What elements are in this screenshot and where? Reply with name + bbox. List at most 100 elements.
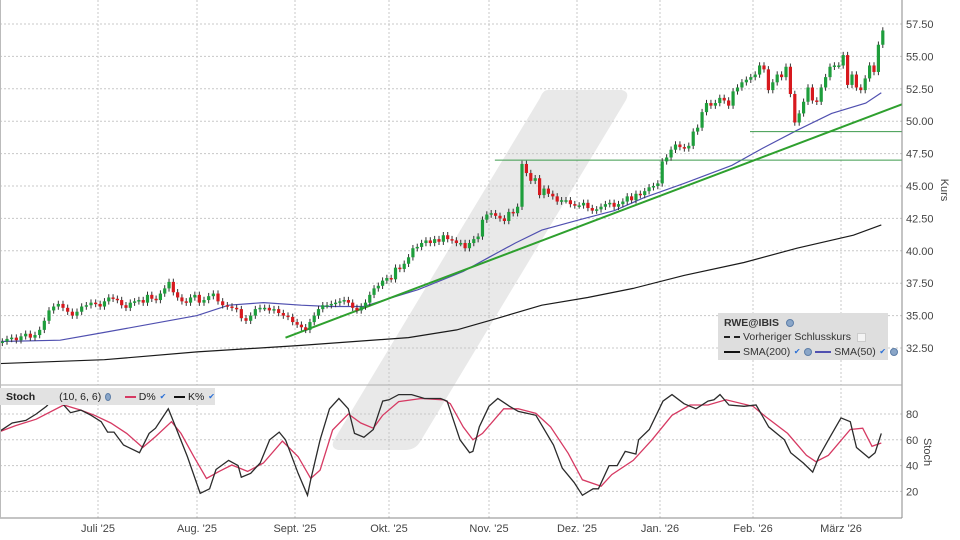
candle: [216, 290, 220, 305]
candle: [643, 187, 647, 199]
candle: [325, 301, 329, 309]
candle: [235, 304, 239, 313]
candle: [286, 312, 290, 321]
candle-body: [463, 243, 467, 249]
candle: [389, 274, 393, 283]
candle-body: [415, 246, 419, 249]
candle: [480, 216, 485, 240]
candle-body: [780, 74, 784, 78]
candle: [516, 203, 520, 217]
candle: [673, 141, 678, 153]
candle: [538, 174, 542, 199]
candle-body: [581, 202, 586, 206]
candle-body: [788, 66, 792, 94]
candle-body: [267, 307, 271, 311]
candle: [529, 169, 533, 185]
candle: [424, 237, 428, 247]
candle-body: [630, 196, 634, 201]
x-tick-label: Okt. '25: [370, 523, 408, 535]
candle-body: [216, 293, 220, 302]
candle-body: [225, 305, 229, 307]
candle-body: [145, 294, 150, 303]
k-checkbox-icon[interactable]: ✔: [208, 391, 215, 401]
candle: [299, 321, 304, 331]
sma50-checkbox-icon[interactable]: ✔: [879, 347, 887, 356]
candle: [837, 62, 841, 69]
candle-body: [709, 103, 713, 106]
stoch-k-line: [0, 393, 882, 498]
d-checkbox-icon[interactable]: ✔: [159, 391, 167, 401]
candle: [24, 330, 28, 340]
candle: [634, 190, 638, 204]
candle-body: [163, 288, 167, 294]
candle: [441, 232, 445, 245]
candle-body: [542, 188, 546, 196]
candle-body: [124, 305, 128, 308]
candle: [184, 298, 188, 306]
candle-body: [258, 307, 262, 310]
candle: [669, 146, 673, 161]
candle: [428, 237, 432, 247]
prev-close-checkbox[interactable]: [856, 332, 866, 342]
x-tick-label: März '26: [820, 523, 862, 535]
candle: [450, 235, 454, 244]
candle-body: [687, 145, 691, 149]
candle: [230, 303, 234, 312]
candle-body: [753, 74, 757, 78]
candle-body: [52, 306, 56, 311]
candle-body: [355, 307, 359, 311]
candle: [872, 62, 876, 76]
candle: [84, 301, 88, 310]
candle-body: [472, 239, 476, 244]
sma200-line: [0, 224, 882, 365]
candle-body: [221, 301, 225, 306]
candle: [221, 298, 225, 309]
candle: [824, 73, 828, 91]
candle: [709, 99, 713, 109]
candle: [771, 79, 775, 94]
candle: [568, 197, 572, 208]
candle: [507, 208, 511, 225]
candle-body: [380, 280, 385, 286]
price-tick-label: 35.00: [906, 311, 934, 323]
x-tick-label: Jan. '26: [641, 523, 679, 535]
candle: [47, 307, 51, 325]
candle: [832, 62, 836, 71]
candle: [735, 84, 740, 95]
instrument-settings-icon[interactable]: [785, 319, 794, 327]
candle: [42, 317, 46, 334]
candle-body: [433, 239, 437, 244]
candle: [316, 305, 321, 319]
candle: [433, 235, 437, 247]
candle: [176, 289, 180, 301]
candle-body: [603, 204, 607, 207]
candle-body: [33, 335, 37, 338]
sma50-swatch: [815, 351, 832, 353]
candle-body: [263, 307, 267, 310]
sma50-settings-icon[interactable]: [889, 348, 898, 356]
candle-body: [727, 100, 731, 106]
candle-body: [691, 131, 695, 146]
candle: [239, 305, 243, 322]
stoch-d-line: [0, 397, 882, 487]
candle: [128, 299, 132, 312]
sma200-settings-icon[interactable]: [804, 348, 813, 356]
candle-body: [568, 200, 572, 205]
legend-title: RWE@IBIS: [724, 317, 779, 329]
sma200-checkbox-icon[interactable]: ✔: [793, 347, 801, 356]
candle-body: [188, 297, 193, 303]
candle: [494, 209, 498, 220]
candle: [802, 98, 806, 117]
candle: [854, 71, 858, 91]
candle-body: [454, 240, 458, 244]
stoch-settings-icon[interactable]: [105, 392, 112, 401]
candle-body: [872, 65, 876, 72]
candle-body: [660, 161, 664, 184]
candle: [638, 190, 642, 199]
candle-body: [832, 65, 836, 67]
stoch-tick-label: 40: [906, 461, 918, 473]
candle: [718, 94, 722, 107]
candle: [766, 66, 770, 94]
candle-body: [459, 243, 463, 245]
